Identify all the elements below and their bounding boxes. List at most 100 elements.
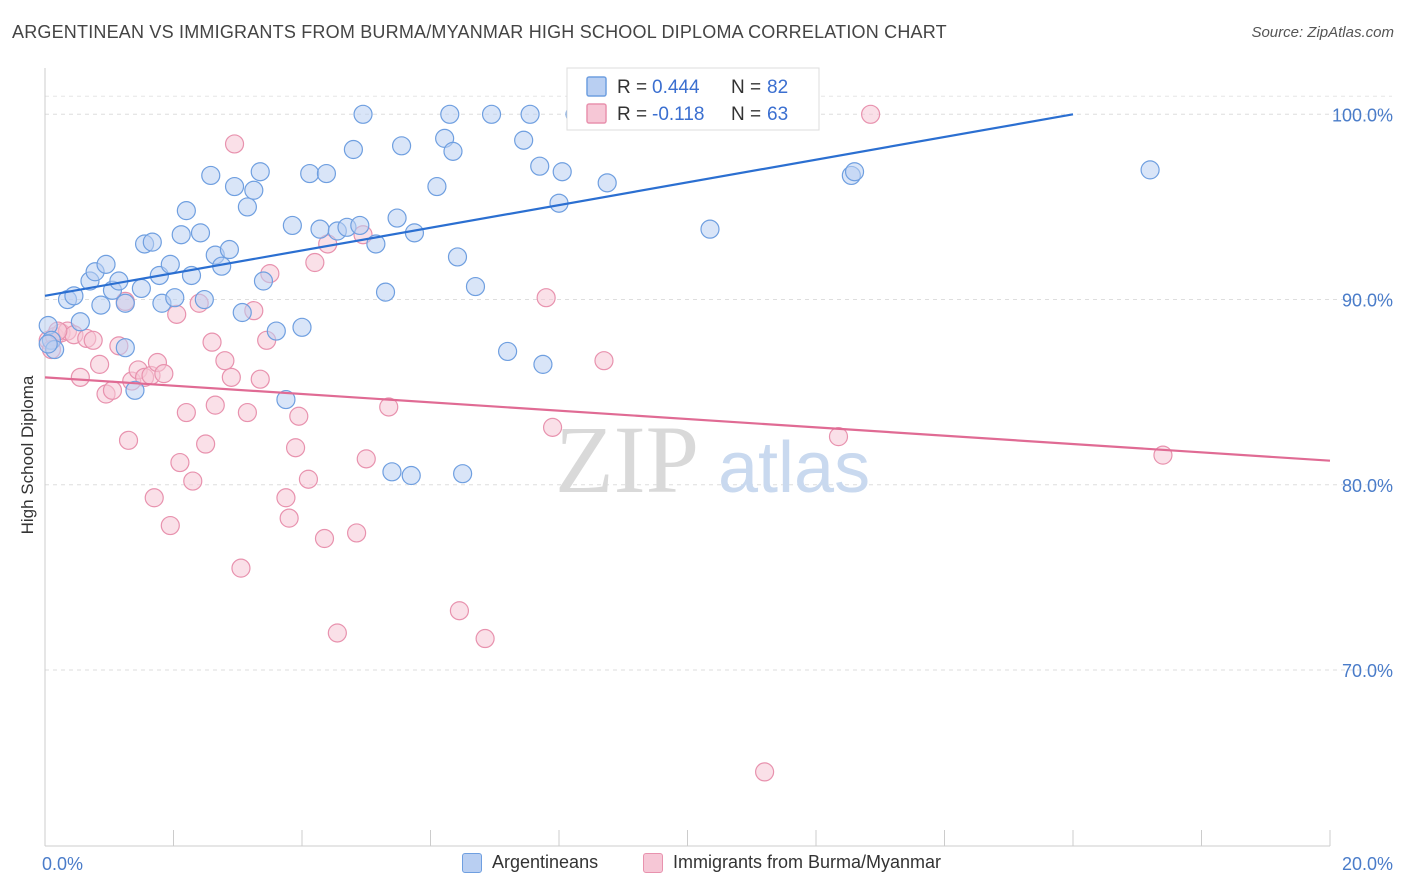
argentinean-point: [276, 389, 296, 410]
axes: [44, 68, 1331, 847]
argentinean-point: [552, 162, 572, 182]
burma-point: [215, 351, 235, 371]
argentinean-point: [498, 341, 518, 362]
burma-point: [90, 354, 110, 374]
argentinean-point: [201, 165, 221, 186]
burma-point: [754, 762, 775, 782]
argentinean-point: [465, 276, 486, 297]
burma-point: [144, 488, 164, 508]
burma-point: [224, 134, 245, 154]
legend-swatch-argentineans: [462, 852, 482, 873]
burma-point: [285, 438, 306, 458]
burma-point: [347, 523, 367, 543]
burma-point: [305, 252, 325, 273]
burma-point: [196, 434, 216, 454]
burma-point: [231, 558, 251, 578]
trend-line-argentineans: [44, 113, 1074, 297]
argentinean-point: [316, 163, 337, 184]
argentinean-point: [427, 176, 447, 197]
argentinean-point: [194, 289, 214, 310]
legend-item-burma: Immigrants from Burma/Myanmar: [643, 852, 941, 873]
burma-point: [314, 528, 335, 549]
burma-point: [202, 332, 222, 352]
argentinean-point: [282, 215, 302, 236]
burma-point: [102, 380, 123, 400]
burma-point: [221, 367, 241, 387]
burma-point: [237, 402, 257, 423]
legend-r-value-1: 0.444: [652, 77, 700, 98]
argentinean-point: [382, 462, 402, 482]
trend-lines: [44, 113, 1331, 462]
argentinean-point: [131, 278, 151, 299]
argentinean-point: [190, 223, 211, 243]
argentinean-point: [165, 288, 185, 308]
burma-point: [160, 515, 180, 536]
burma-point: [154, 364, 174, 384]
legend-r-value-2: -0.118: [652, 104, 704, 125]
burma-point: [289, 406, 309, 426]
argentinean-point: [125, 380, 145, 400]
watermark: ZIP atlas: [555, 406, 870, 513]
stats-legend: R = 0.444 N = 82 R = -0.118 N = 63: [566, 67, 820, 131]
grid-lines: [45, 95, 1392, 671]
burma-point: [475, 628, 495, 649]
argentinean-point: [253, 271, 274, 291]
burma-point: [298, 469, 319, 489]
legend-item-argentineans: Argentineans: [462, 852, 598, 873]
tick-labels: 70.0% 80.0% 90.0% 100.0% 0.0% 20.0%: [42, 105, 1393, 874]
argentinean-point: [224, 176, 245, 197]
argentinean-point: [91, 295, 111, 315]
argentinean-point: [310, 219, 330, 239]
burma-point: [205, 395, 225, 415]
argentinean-point: [443, 141, 463, 161]
argentinean-point: [366, 234, 386, 254]
argentinean-point: [530, 156, 550, 176]
argentinean-point: [514, 130, 534, 150]
argentinean-point: [597, 173, 617, 193]
argentinean-point: [115, 293, 135, 313]
argentinean-point: [219, 239, 239, 260]
burma-point: [276, 488, 296, 508]
argentinean-point: [520, 104, 540, 124]
burma-point: [176, 402, 196, 423]
legend-swatch-pink: [586, 103, 607, 124]
argentinean-point: [375, 282, 396, 302]
legend-n-label-1: N =: [731, 77, 761, 98]
burma-point: [449, 601, 470, 621]
argentinean-point: [176, 201, 196, 221]
burma-point: [170, 452, 190, 473]
burma-point: [327, 623, 347, 643]
legend-n-label-2: N =: [731, 104, 761, 125]
argentinean-point: [244, 180, 264, 200]
argentinean-point: [171, 225, 191, 245]
argentinean-point: [142, 232, 162, 252]
legend-n-value-1: 82: [767, 77, 788, 98]
burma-point: [594, 351, 614, 371]
legend-r-label-1: R =: [617, 77, 647, 98]
legend-label-argentineans: Argentineans: [492, 852, 599, 872]
legend-n-value-2: 63: [767, 104, 788, 125]
argentinean-point: [300, 163, 320, 184]
burma-point: [279, 508, 299, 528]
argentinean-point: [353, 104, 373, 124]
argentinean-point: [115, 338, 135, 358]
burma-point: [167, 304, 187, 324]
trend-line-burma: [44, 376, 1331, 462]
argentinean-point: [292, 317, 312, 337]
burma-point: [861, 104, 881, 124]
argentinean-point: [844, 162, 865, 182]
argentinean-point: [401, 465, 421, 486]
argentinean-point: [237, 197, 257, 217]
argentinean-point: [481, 104, 502, 124]
watermark-zip: ZIP: [555, 406, 699, 513]
argentinean-point: [96, 254, 116, 274]
x-tick-label-max: 20.0%: [1342, 854, 1393, 874]
argentinean-point: [533, 354, 553, 374]
y-tick-label: 90.0%: [1342, 291, 1393, 311]
argentinean-point: [160, 254, 180, 274]
burma-point: [542, 417, 563, 437]
x-tick-label-min: 0.0%: [42, 854, 83, 874]
burma-point: [83, 330, 103, 350]
argentinean-point: [447, 247, 468, 267]
